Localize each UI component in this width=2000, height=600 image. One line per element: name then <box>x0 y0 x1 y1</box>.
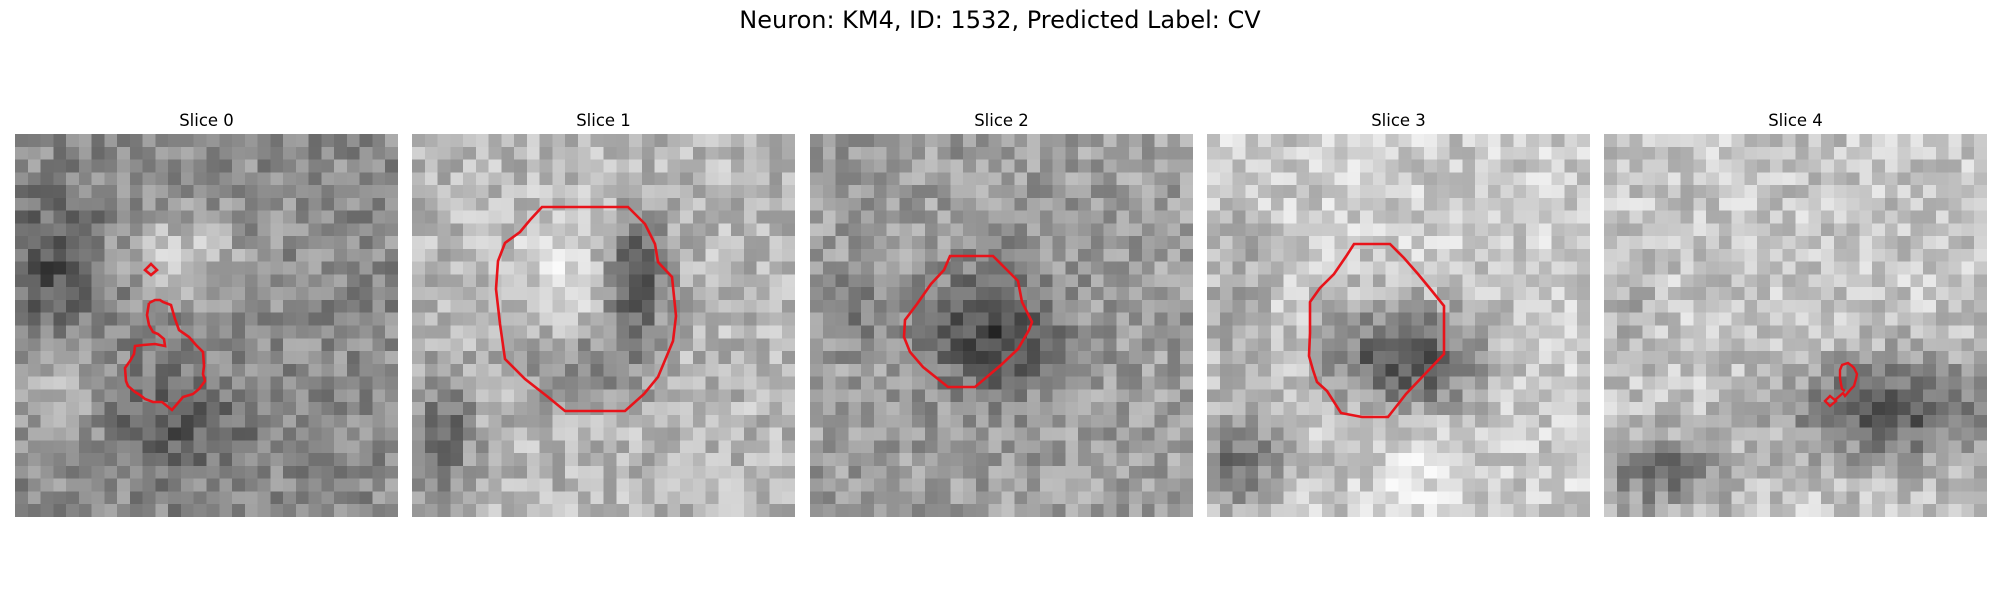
grayscale-patch-4 <box>1604 134 1987 517</box>
slice-panel-2: Slice 2 <box>810 108 1193 517</box>
slice-title: Slice 4 <box>1768 111 1823 130</box>
contour-overlay-2 <box>902 254 1034 389</box>
slice-title: Slice 3 <box>1371 111 1426 130</box>
segmentation-contour <box>902 254 1034 389</box>
segmentation-contour <box>494 205 678 413</box>
segmentation-contour-small <box>143 262 159 277</box>
figure-title: Neuron: KM4, ID: 1532, Predicted Label: … <box>739 6 1261 34</box>
slice-panel-0: Slice 0 <box>15 108 398 517</box>
slice-image-2 <box>810 134 1193 517</box>
grayscale-patch-3 <box>1207 134 1590 517</box>
contour-overlay-4 <box>1823 361 1859 408</box>
slice-image-0 <box>15 134 398 517</box>
grayscale-patch-0 <box>15 134 398 517</box>
segmentation-contour <box>123 298 207 412</box>
grayscale-patch-2 <box>810 134 1193 517</box>
segmentation-contour <box>1307 242 1446 419</box>
slice-image-1 <box>412 134 795 517</box>
contour-overlay-0 <box>123 262 207 412</box>
contour-overlay-1 <box>494 205 678 413</box>
slice-title: Slice 2 <box>974 111 1029 130</box>
slice-panel-3: Slice 3 <box>1207 108 1590 517</box>
slice-image-3 <box>1207 134 1590 517</box>
slice-title: Slice 0 <box>179 111 234 130</box>
slice-title: Slice 1 <box>576 111 631 130</box>
slice-image-4 <box>1604 134 1987 517</box>
segmentation-contour-small <box>1823 394 1838 408</box>
slice-panel-4: Slice 4 <box>1604 108 1987 517</box>
slice-panel-1: Slice 1 <box>412 108 795 517</box>
segmentation-contour <box>1834 361 1859 401</box>
grayscale-patch-1 <box>412 134 795 517</box>
contour-overlay-3 <box>1307 242 1446 419</box>
